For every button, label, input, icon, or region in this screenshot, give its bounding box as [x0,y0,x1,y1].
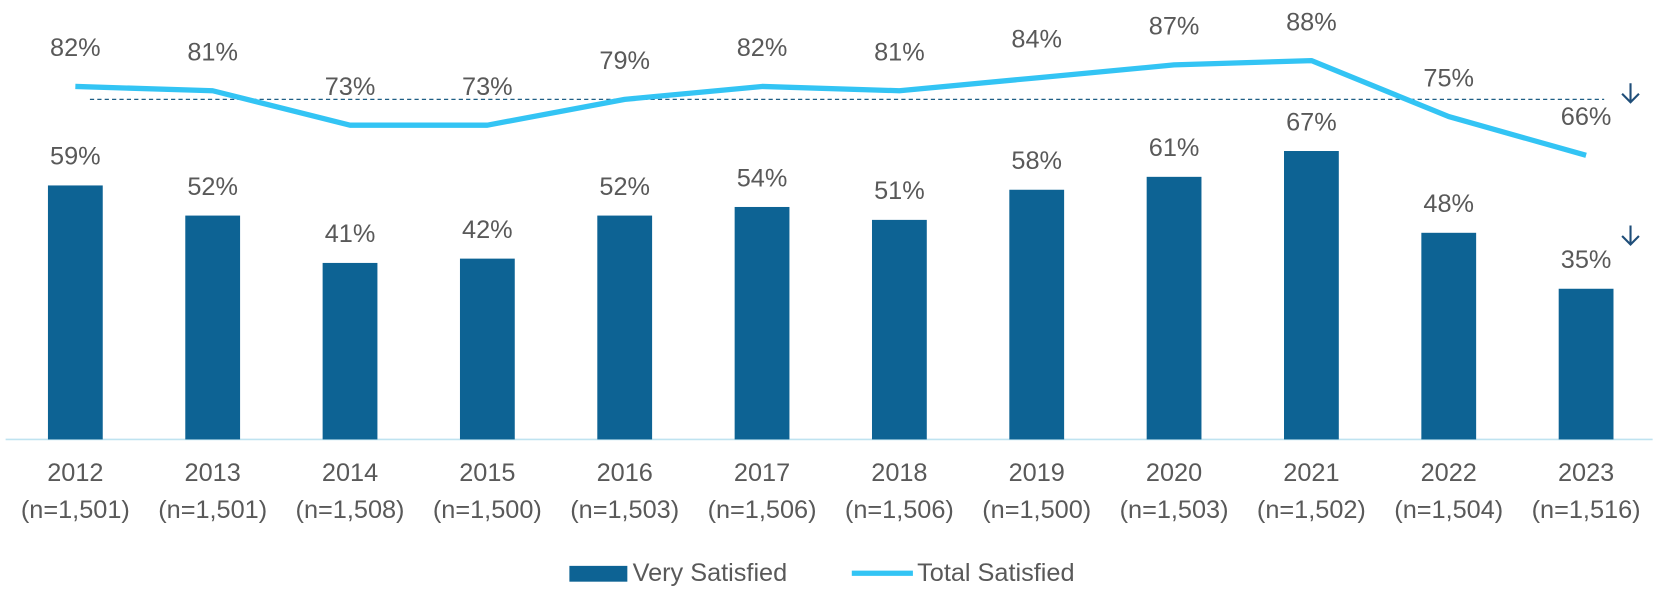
x-tick-label: 2020 [1146,459,1202,487]
x-tick-label: 2012 [47,459,103,487]
x-tick-sublabel: (n=1,516) [1532,496,1641,524]
x-tick-sublabel: (n=1,501) [158,496,267,524]
data-label: 67% [1286,108,1337,136]
data-label: 51% [874,177,925,205]
x-tick-label: 2014 [322,459,378,487]
x-tick-label: 2021 [1283,459,1339,487]
legend-label: Total Satisfied [917,559,1074,587]
data-label: 75% [1423,64,1474,92]
x-tick-label: 2017 [734,459,790,487]
down-arrow [1621,225,1640,246]
x-tick-label: 2013 [185,459,241,487]
data-label: 66% [1561,103,1612,131]
x-tick-label: 2016 [597,459,653,487]
data-label: 88% [1286,8,1337,36]
data-label: 52% [187,173,238,201]
bar [734,206,790,440]
x-tick-sublabel: (n=1,504) [1394,496,1503,524]
bar [1421,232,1477,440]
data-label: 48% [1423,190,1474,218]
bar [1146,176,1202,440]
data-label: 58% [1011,147,1062,175]
data-label: 59% [50,143,101,171]
x-tick-sublabel: (n=1,506) [708,496,817,524]
data-label: 84% [1011,26,1062,54]
legend-label: Very Satisfied [633,559,788,587]
data-label: 61% [1149,134,1200,162]
bar [1558,288,1614,440]
bar [1009,189,1065,440]
x-tick-sublabel: (n=1,500) [433,496,542,524]
data-label: 82% [50,34,101,62]
bar [597,215,653,440]
x-tick-label: 2019 [1009,459,1065,487]
bar [47,185,103,440]
x-tick-sublabel: (n=1,503) [1120,496,1229,524]
data-label: 81% [187,39,238,67]
data-label: 41% [325,220,376,248]
x-tick-label: 2022 [1421,459,1477,487]
x-tick-label: 2023 [1558,459,1614,487]
x-tick-label: 2018 [871,459,927,487]
bar [871,219,927,440]
data-label: 81% [874,39,925,67]
data-label: 82% [737,34,788,62]
x-tick-label: 2015 [459,459,515,487]
x-tick-sublabel: (n=1,503) [570,496,679,524]
x-tick-sublabel: (n=1,506) [845,496,954,524]
legend-swatch [569,565,628,582]
x-tick-sublabel: (n=1,501) [21,496,130,524]
data-label: 35% [1561,246,1612,274]
bar [1284,151,1339,440]
x-tick-sublabel: (n=1,500) [982,496,1091,524]
x-tick-sublabel: (n=1,508) [296,496,405,524]
bar [322,262,378,440]
down-arrow [1621,83,1640,104]
x-tick-sublabel: (n=1,502) [1257,496,1366,524]
bar [185,215,241,440]
bar [459,258,515,440]
data-label: 79% [599,47,650,75]
data-label: 42% [462,216,513,244]
data-label: 52% [599,173,650,201]
data-label: 73% [462,73,513,101]
data-label: 73% [325,73,376,101]
data-label: 87% [1149,13,1200,41]
data-label: 54% [737,164,788,192]
line [75,57,1587,158]
